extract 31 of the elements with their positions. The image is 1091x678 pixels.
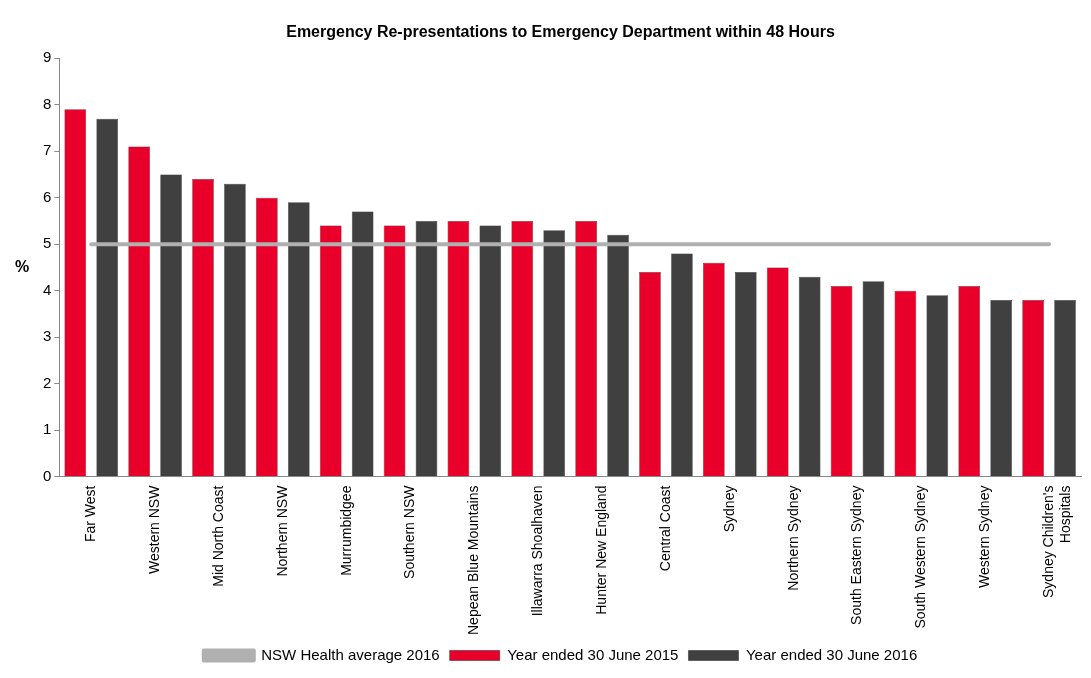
chart-title: Emergency Re-presentations to Emergency Department within 48 Hours <box>286 23 835 41</box>
x-tick-label: Hunter New England <box>592 485 609 615</box>
y-axis-title: % <box>14 257 30 275</box>
x-tick-label: Illawarra Shoalhaven <box>529 485 546 617</box>
x-tick-label: Sydney <box>720 485 737 533</box>
x-tick-label: Sydney Children's Hospitals <box>1039 485 1073 598</box>
y-tick-label: 7 <box>43 141 52 159</box>
y-tick-label: 1 <box>43 420 52 438</box>
y-tick-label: 8 <box>43 94 52 112</box>
x-tick-label: Northern NSW <box>273 484 290 577</box>
y-tick-label: 3 <box>43 327 52 345</box>
y-tick-label: 5 <box>43 234 52 252</box>
x-tick-label: Central Coast <box>656 485 673 572</box>
y-tick-label: 4 <box>43 280 52 298</box>
y-tick-label: 9 <box>43 48 52 66</box>
y-tick-label: 2 <box>43 373 52 391</box>
x-tick-label: Nepean Blue Mountains <box>465 485 482 635</box>
x-tick-label: Murrumbidgee <box>337 485 354 576</box>
y-tick-label: 6 <box>43 187 52 205</box>
x-tick-label: Southern NSW <box>401 484 418 579</box>
x-tick-label: Northern Sydney <box>784 485 801 591</box>
x-tick-label: Mid North Coast <box>209 485 226 587</box>
x-tick-label: South Western Sydney <box>912 485 929 629</box>
x-tick-label: Western Sydney <box>976 485 993 589</box>
legend-label: NSW Health average 2016 <box>261 645 440 663</box>
x-tick-label: Far West <box>82 485 99 543</box>
legend-label: Year ended 30 June 2016 <box>745 645 918 663</box>
x-tick-label: Western NSW <box>145 484 162 574</box>
legend-label: Year ended 30 June 2015 <box>507 645 679 663</box>
x-tick-label: South Eastern Sydney <box>848 485 865 625</box>
y-tick-label: 0 <box>43 466 52 484</box>
